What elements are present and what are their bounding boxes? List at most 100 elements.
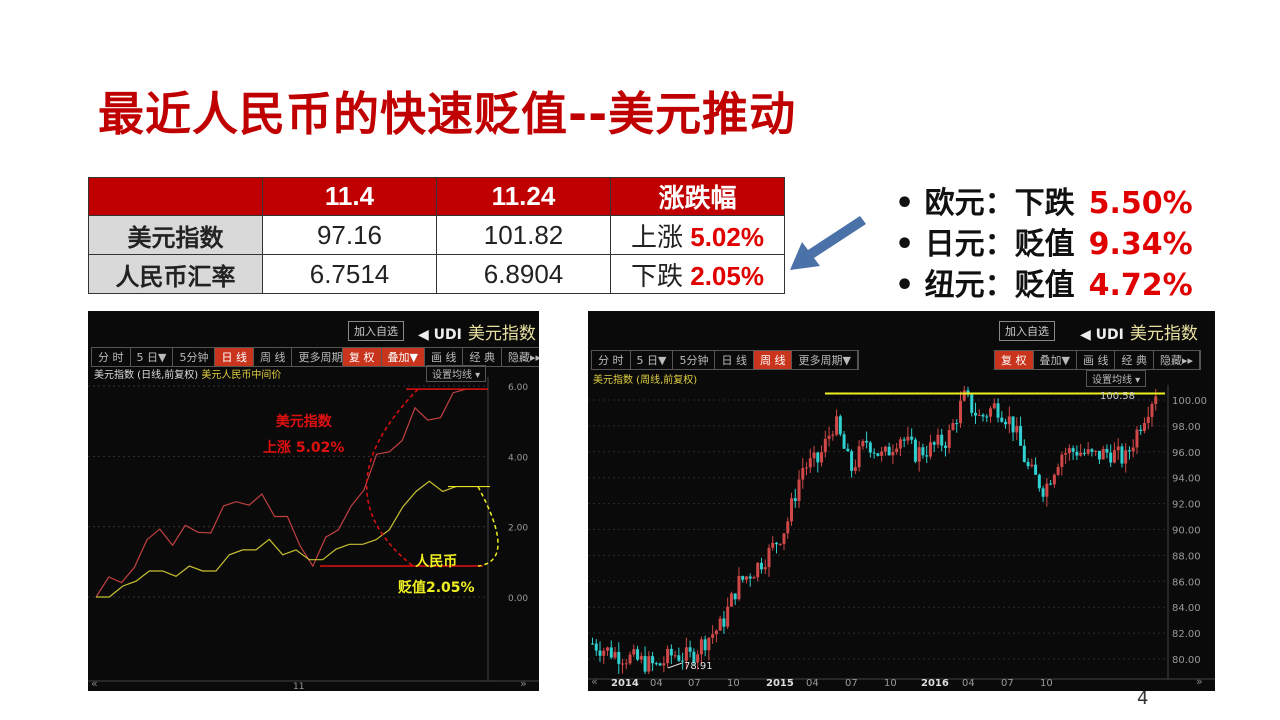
x-tick-label: 04 [806,678,819,689]
change-percent: 2.05% [690,260,764,291]
tab-intraday[interactable]: 分 时 [592,351,631,369]
currency-bullets: • 欧元：下跌 5.50% • 日元：贬值 9.34% • 纽元：贬值 4.72% [895,183,1193,306]
candle-body [1086,449,1090,454]
tab-daily[interactable]: 日 线 [215,348,254,366]
tab-weekly[interactable]: 周 线 [254,348,293,366]
adjust-button[interactable]: 复 权 [343,348,382,366]
candle-body [921,447,925,456]
low-label: 78.91 [684,661,713,672]
line-chart-plot: 0.00 2.00 4.00 6.00 11 [88,377,539,691]
draw-button[interactable]: 画 线 [1077,351,1116,369]
candle-body [865,440,869,443]
candle-body [861,440,865,447]
add-watchlist-button[interactable]: 加入自选 [999,321,1055,341]
change-direction: 下跌 [631,260,684,291]
cell: 97.16 [262,215,437,255]
y-tick-label: 94.00 [1172,474,1201,485]
scroll-left-button[interactable]: « [591,675,598,688]
candle-body [628,654,632,664]
candle-body [1064,453,1068,455]
chevron-left-icon[interactable]: ◀ [418,327,434,343]
candle-body [602,650,606,656]
candle-body [786,521,790,534]
change-percent: 5.02% [690,221,764,252]
candle-body [733,593,737,600]
cny-annotation-line2: 贬值2.05% [398,580,475,596]
candle-body [636,649,640,660]
slide-title: 最近人民币的快速贬值--美元推动 [98,87,797,141]
overlay-button[interactable]: 叠加▼ [381,348,425,366]
candle-body [808,458,812,468]
adjust-button[interactable]: 复 权 [995,351,1034,369]
candle-body [778,543,782,545]
candle-body [774,542,778,545]
candle-body [699,639,703,655]
candle-body [673,655,677,657]
scroll-right-button[interactable]: » [1196,675,1203,688]
candle-body [883,446,887,452]
ma-settings-button[interactable]: 设置均线 ▾ [1086,370,1147,387]
ma-settings-button[interactable]: 设置均线 ▾ [426,365,487,382]
candle-body [977,414,981,416]
tab-5day[interactable]: 5 日▼ [631,351,674,369]
draw-button[interactable]: 画 线 [425,348,464,366]
period-toolbar: 分 时 5 日▼ 5分钟 日 线 周 线 更多周期▼ [591,350,859,370]
candle-body [609,647,613,658]
period-toolbar: 分 时 5 日▼ 5分钟 日 线 周 线 更多周期▼ [91,347,359,367]
low-pointer [667,662,683,669]
tab-more-periods[interactable]: 更多周期▼ [792,351,858,369]
bullet-item: • 欧元：下跌 5.50% [895,186,1193,221]
candle-body [767,547,771,568]
classic-button[interactable]: 经 典 [463,348,502,366]
candle-body [654,663,658,665]
x-tick-label: 10 [1040,678,1053,689]
candle-body [741,576,745,580]
candle-body [669,648,673,656]
candle-body [703,639,707,651]
x-tick-label: 07 [1001,678,1014,689]
candle-body [1060,454,1064,468]
hide-button[interactable]: 隐藏▸▸ [1154,351,1201,369]
candle-body [711,634,715,638]
candle-body [1030,464,1034,467]
tab-daily[interactable]: 日 线 [715,351,754,369]
candle-body [1011,416,1015,433]
candle-body [951,423,955,430]
tab-5min[interactable]: 5分钟 [173,348,216,366]
hide-button[interactable]: 隐藏▸▸ [502,348,539,366]
candle-body [974,412,978,416]
candle-body [1124,450,1128,464]
add-watchlist-button[interactable]: 加入自选 [348,321,404,341]
x-tick-label: 10 [727,678,740,689]
tab-weekly[interactable]: 周 线 [753,351,793,369]
scroll-right-button[interactable]: » [520,677,527,690]
scroll-left-button[interactable]: « [91,677,98,690]
symbol-name: 美元指数 [1129,324,1198,344]
candle-body [729,593,733,607]
candle-body [958,400,962,424]
candle-body [1026,461,1030,467]
x-tick-label: 04 [650,678,663,689]
candle-body [992,403,996,409]
page-number: 4 [1137,688,1149,709]
tab-5min[interactable]: 5分钟 [673,351,716,369]
candle-body [853,467,857,471]
symbol-name: 美元指数 [467,324,536,344]
cny-annotation: 人民币 贬值2.05% [398,549,475,601]
overlay-button[interactable]: 叠加▼ [1034,351,1077,369]
chevron-left-icon[interactable]: ◀ [1080,327,1096,343]
classic-button[interactable]: 经 典 [1115,351,1154,369]
tab-5day[interactable]: 5 日▼ [131,348,174,366]
candle-body [1101,449,1105,460]
candle-body [681,660,685,662]
candle-body [790,498,794,522]
candle-body [985,416,989,418]
candle-body [962,390,966,401]
candle-body [1146,416,1150,423]
comparison-table: 11.4 11.24 涨跌幅 美元指数 97.16 101.82 上涨 5.02… [88,177,785,294]
candle-body [744,576,748,580]
candle-body [1022,445,1026,462]
candle-body [1090,449,1094,452]
tab-intraday[interactable]: 分 时 [92,348,131,366]
usd-cny-daily-chart: 加入自选 ◀ UDI 美元指数 分 时 5 日▼ 5分钟 日 线 周 线 更多周期… [88,311,539,691]
